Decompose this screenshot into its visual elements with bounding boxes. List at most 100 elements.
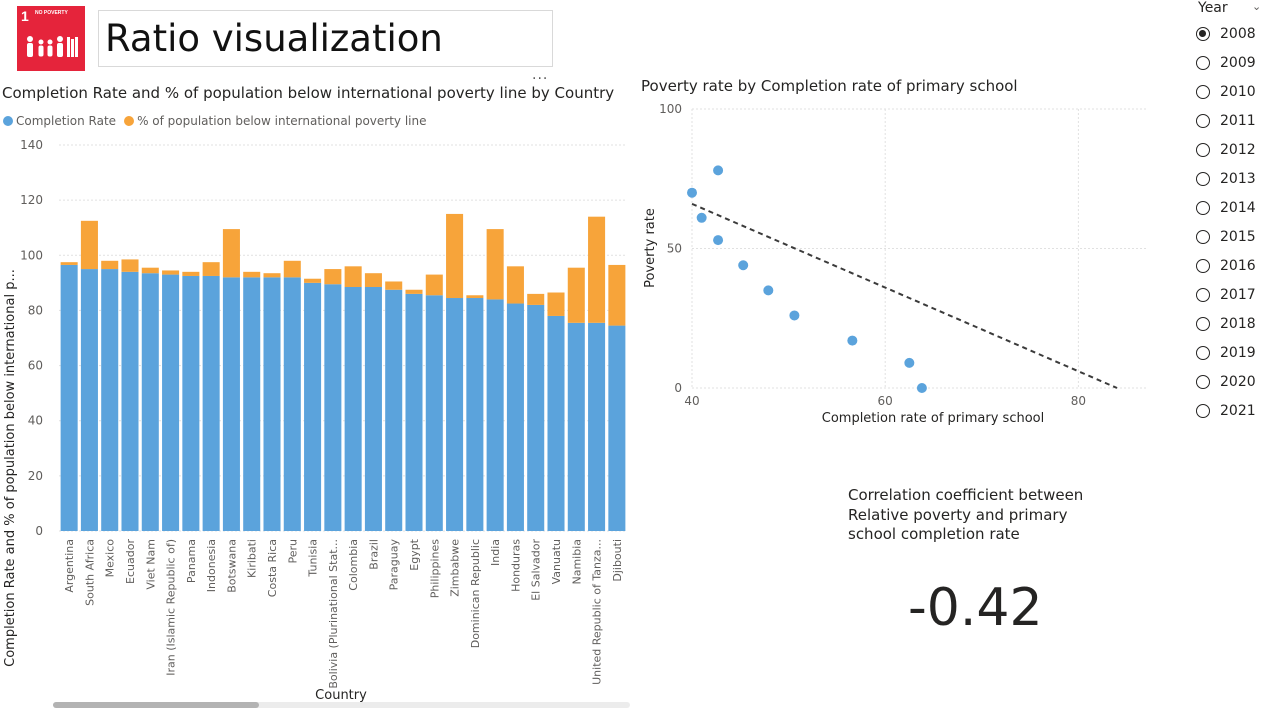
year-option-2019[interactable]: 2019 [1196,340,1256,366]
bar-completion-rate[interactable] [121,271,139,531]
radio-button[interactable] [1196,288,1210,302]
chevron-down-icon[interactable]: ⌄ [1252,0,1262,13]
bar-poverty-share[interactable] [344,266,362,287]
bar-poverty-share[interactable] [141,267,159,274]
year-option-2010[interactable]: 2010 [1196,79,1256,105]
radio-button[interactable] [1196,27,1210,41]
year-option-2009[interactable]: 2009 [1196,50,1256,76]
bar-poverty-share[interactable] [364,273,382,287]
bar-poverty-share[interactable] [121,259,139,272]
bar-completion-rate[interactable] [80,269,98,531]
bar-chart-scrollbar-track[interactable] [53,702,630,708]
bar-poverty-share[interactable] [182,271,200,276]
year-option-2015[interactable]: 2015 [1196,224,1256,250]
bar-poverty-share[interactable] [608,264,626,326]
bar-completion-rate[interactable] [182,275,200,531]
radio-button[interactable] [1196,114,1210,128]
year-option-2011[interactable]: 2011 [1196,108,1256,134]
bar-poverty-share[interactable] [162,270,180,275]
bar-completion-rate[interactable] [222,277,240,531]
bar-poverty-share[interactable] [506,266,524,304]
bar-completion-rate[interactable] [567,322,585,531]
bar-poverty-share[interactable] [243,271,261,278]
bar-poverty-share[interactable] [263,273,281,278]
bar-poverty-share[interactable] [60,262,78,265]
bar-completion-rate[interactable] [466,298,484,531]
bar-poverty-share[interactable] [486,229,504,300]
bar-completion-rate[interactable] [162,274,180,531]
bar-completion-rate[interactable] [608,325,626,531]
radio-button[interactable] [1196,172,1210,186]
scatter-point[interactable] [916,383,927,393]
scatter-point[interactable] [713,235,724,246]
scatter-point[interactable] [738,260,749,271]
bar-poverty-share[interactable] [588,216,606,323]
bar-completion-rate[interactable] [405,293,423,531]
bar-completion-rate[interactable] [344,286,362,531]
bar-poverty-share[interactable] [466,295,484,299]
bar-poverty-share[interactable] [324,269,342,285]
bar-completion-rate[interactable] [60,264,78,531]
bar-completion-rate[interactable] [202,275,220,531]
bar-completion-rate[interactable] [304,282,322,531]
bar-poverty-share[interactable] [222,229,240,278]
radio-button[interactable] [1196,375,1210,389]
year-option-2012[interactable]: 2012 [1196,137,1256,163]
year-option-2021[interactable]: 2021 [1196,398,1256,424]
bar-poverty-share[interactable] [405,289,423,294]
radio-button[interactable] [1196,85,1210,99]
year-option-2008[interactable]: 2008 [1196,21,1256,47]
radio-button[interactable] [1196,201,1210,215]
scatter-point[interactable] [696,212,707,223]
scatter-point[interactable] [847,335,858,346]
radio-button[interactable] [1196,230,1210,244]
bar-poverty-share[interactable] [304,278,322,283]
bar-poverty-share[interactable] [425,274,443,296]
year-option-2013[interactable]: 2013 [1196,166,1256,192]
scatter-point[interactable] [904,357,915,368]
bar-completion-rate[interactable] [263,277,281,531]
bar-poverty-share[interactable] [202,262,220,276]
bar-poverty-share[interactable] [446,213,464,299]
bar-poverty-share[interactable] [547,292,565,316]
bar-poverty-share[interactable] [567,267,585,323]
bar-completion-rate[interactable] [425,295,443,531]
radio-button[interactable] [1196,56,1210,70]
radio-button[interactable] [1196,346,1210,360]
scatter-point[interactable] [713,165,724,176]
year-option-2017[interactable]: 2017 [1196,282,1256,308]
year-option-2018[interactable]: 2018 [1196,311,1256,337]
bar-completion-rate[interactable] [527,304,545,531]
bar-chart-scrollbar-thumb[interactable] [53,702,259,708]
bar-completion-rate[interactable] [283,277,301,531]
bar-completion-rate[interactable] [506,303,524,531]
bar-completion-rate[interactable] [486,299,504,531]
radio-button[interactable] [1196,259,1210,273]
year-option-2016[interactable]: 2016 [1196,253,1256,279]
bar-completion-rate[interactable] [446,298,464,531]
bar-poverty-share[interactable] [283,260,301,278]
radio-button[interactable] [1196,143,1210,157]
legend-item-completion-rate[interactable]: Completion Rate [3,114,116,128]
radio-button[interactable] [1196,404,1210,418]
bar-completion-rate[interactable] [385,289,403,531]
bar-poverty-share[interactable] [80,220,98,270]
bar-completion-rate[interactable] [141,273,159,531]
scatter-point[interactable] [763,285,774,296]
year-option-2020[interactable]: 2020 [1196,369,1256,395]
bar-completion-rate[interactable] [364,286,382,531]
bar-poverty-share[interactable] [101,260,119,270]
legend-item-poverty[interactable]: % of population below international pove… [124,114,427,128]
bar-completion-rate[interactable] [547,315,565,531]
bar-completion-rate[interactable] [101,269,119,531]
bar-poverty-share[interactable] [385,281,403,290]
ellipsis-icon[interactable]: ··· [532,71,549,87]
year-option-2014[interactable]: 2014 [1196,195,1256,221]
bar-completion-rate[interactable] [588,322,606,531]
bar-poverty-share[interactable] [527,293,545,305]
scatter-point[interactable] [687,187,697,198]
bar-completion-rate[interactable] [324,284,342,531]
radio-button[interactable] [1196,317,1210,331]
scatter-point[interactable] [789,310,800,321]
bar-completion-rate[interactable] [243,277,261,531]
